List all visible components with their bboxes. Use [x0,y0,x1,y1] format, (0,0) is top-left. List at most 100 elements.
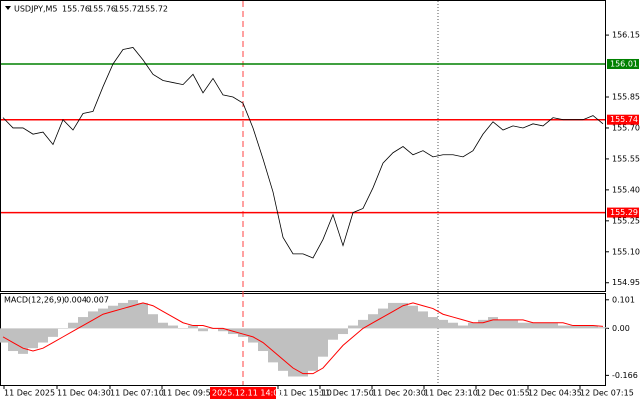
macd-bar [38,328,48,343]
macd-y-tick-label: 0.101 [612,295,635,304]
macd-bar [408,305,418,329]
level-label-box [607,58,639,69]
y-tick-label: 155.40 [612,185,640,194]
macd-bar [598,327,608,329]
macd-bar [148,314,158,329]
price-pane [0,0,606,292]
macd-bar [168,325,178,329]
macd-bar [378,308,388,329]
y-tick-label: 155.25 [612,216,640,225]
price-line [2,47,604,259]
macd-bar [328,328,338,340]
macd-bar [398,302,408,329]
x-tick-label: 11 Dec 17:50 [320,389,374,398]
macd-bar [188,325,198,329]
macd-bar [338,328,348,335]
macd-bar [578,325,588,329]
macd-bar [318,328,328,357]
macd-bar [438,319,448,329]
open: 155.76 [62,5,90,14]
macd-bar [268,328,278,363]
macd-bar [548,322,558,329]
macd-bar [248,328,258,343]
low: 155.72 [114,5,142,14]
macd-bar [58,328,68,329]
macd-bar [128,300,138,329]
macd-main-value: 0.004 [64,296,87,305]
y-tick-label: 156.15 [612,31,640,40]
high: 155.76 [88,5,116,14]
macd-bar [478,319,488,329]
macd-bar [48,328,58,337]
macd-bar [218,328,228,332]
macd-bar [468,322,478,329]
macd-bar [308,328,318,371]
macd-bar [118,302,128,329]
macd-bar [178,328,188,329]
macd-bar [238,328,248,337]
macd-bar [538,322,548,329]
y-tick-label: 155.55 [612,154,640,163]
macd-bar [108,305,118,329]
y-tick-label: 154.95 [612,278,640,287]
macd-bar [138,302,148,329]
macd-bar [388,302,398,329]
macd-bar [568,325,578,329]
macd-bar [98,308,108,329]
macd-bar [418,311,428,329]
macd-bar [368,314,378,329]
x-tick-label: 12 Dec 01:55 [476,389,530,398]
macd-bar [0,328,8,343]
macd-title: MACD(12,26,9) [4,296,65,305]
x-tick-label: 11 Dec 2025 [4,389,55,398]
macd-bar [488,317,498,329]
cursor-label-box [210,387,276,399]
macd-bar [588,325,598,329]
macd-bar [348,325,358,329]
level-label: 155.29 [610,208,638,217]
x-tick-label: 11 Dec 23:10 [424,389,478,398]
y-tick-label: 155.10 [612,247,640,256]
level-label-box [607,114,639,125]
x-tick-label: 11 Dec 09:50 [162,389,216,398]
macd-y-tick-label: 0.00 [612,324,630,333]
macd-bar [358,319,368,329]
macd-bar [448,322,458,329]
macd-bar [498,319,508,329]
macd-bar [198,328,208,332]
macd-bar [558,325,568,329]
macd-signal-line [2,302,604,375]
macd-y-tick-label: -0.166 [612,371,638,380]
x-tick-label: 11 Dec 07:10 [110,389,164,398]
y-tick-label: 155.85 [612,93,640,102]
macd-bar [158,322,168,329]
header: USDJPY,M5 155.76 155.76 155.72 155.72 [5,5,168,14]
macd-bar [428,317,438,329]
x-tick-label: 11 Dec 15:10 [278,389,332,398]
x-tick-label: 12 Dec 04:35 [528,389,582,398]
macd-bar [258,328,268,352]
x-tick-label: 11 Dec 04:30 [57,389,111,398]
macd-bar [28,328,38,349]
macd-bar [288,328,298,377]
macd-bar [298,328,308,377]
level-label: 156.01 [610,59,638,68]
macd-bar [278,328,288,371]
macd-bar [458,325,468,329]
macd-bar [8,328,18,352]
header-icon [5,6,11,10]
x-tick-label: 11 Dec 20:30 [372,389,426,398]
macd-bar [528,322,538,329]
y-tick-label: 155.70 [612,123,640,132]
cursor-label: 2025.12.11 14:05 [212,389,283,398]
symbol: USDJPY,M5 [14,5,58,14]
close: 155.72 [140,5,168,14]
macd-signal-value: 0.007 [86,296,109,305]
macd-bar [18,328,28,354]
x-tick-label: 12 Dec 07:15 [580,389,634,398]
macd-bar [508,319,518,329]
macd-bar [68,322,78,329]
macd-bar [78,317,88,329]
macd-bar [518,322,528,329]
